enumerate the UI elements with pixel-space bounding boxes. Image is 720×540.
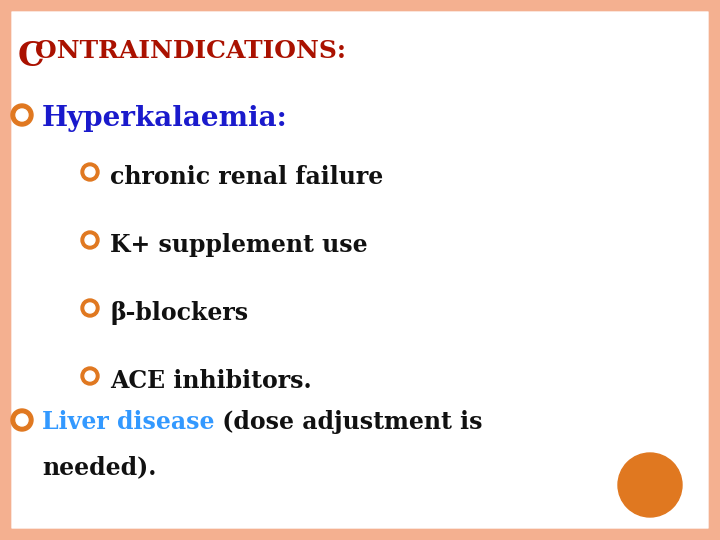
Text: Hyperkalaemia:: Hyperkalaemia: bbox=[42, 105, 288, 132]
Circle shape bbox=[85, 167, 95, 177]
Text: needed).: needed). bbox=[42, 455, 156, 479]
Circle shape bbox=[16, 109, 28, 121]
Circle shape bbox=[81, 231, 99, 249]
Text: K+ supplement use: K+ supplement use bbox=[110, 233, 368, 257]
Text: ONTRAINDICATIONS:: ONTRAINDICATIONS: bbox=[35, 39, 346, 63]
Circle shape bbox=[16, 414, 28, 426]
Text: ACE inhibitors.: ACE inhibitors. bbox=[110, 369, 312, 393]
Circle shape bbox=[81, 367, 99, 385]
Text: Liver disease: Liver disease bbox=[42, 410, 215, 434]
Circle shape bbox=[85, 303, 95, 313]
Text: (dose adjustment is: (dose adjustment is bbox=[215, 410, 483, 434]
Circle shape bbox=[81, 163, 99, 181]
Text: chronic renal failure: chronic renal failure bbox=[110, 165, 383, 189]
Circle shape bbox=[85, 371, 95, 381]
Circle shape bbox=[11, 409, 33, 431]
Circle shape bbox=[85, 235, 95, 245]
Circle shape bbox=[11, 104, 33, 126]
Circle shape bbox=[618, 453, 682, 517]
Text: C: C bbox=[18, 40, 45, 73]
Circle shape bbox=[81, 299, 99, 317]
FancyBboxPatch shape bbox=[3, 3, 717, 537]
Text: β-blockers: β-blockers bbox=[110, 301, 248, 325]
